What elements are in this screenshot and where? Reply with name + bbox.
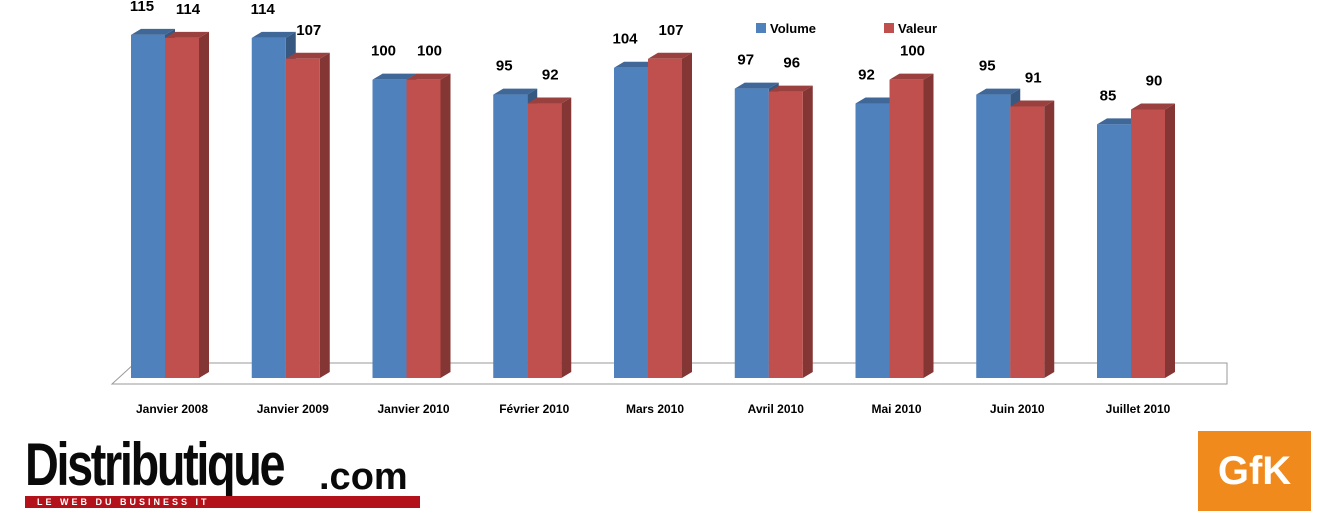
data-label-valeur: 96	[783, 55, 800, 72]
bar-top-valeur	[285, 52, 330, 59]
bar-top-valeur	[527, 97, 572, 104]
legend-label-volume: Volume	[770, 20, 816, 36]
bar-side-valeur	[1044, 100, 1055, 379]
bar-side-valeur	[440, 73, 451, 379]
bar-volume	[493, 94, 528, 378]
bar-top-valeur	[889, 73, 934, 80]
bar-top-volume	[372, 73, 417, 80]
bar-valeur	[889, 79, 924, 379]
data-label-valeur: 100	[900, 43, 925, 60]
bar-top-volume	[976, 88, 1021, 95]
x-tick-label: Janvier 2009	[257, 402, 329, 416]
bar-side-valeur	[561, 97, 572, 379]
bar-top-volume	[855, 97, 900, 104]
bar-side-valeur	[1165, 103, 1175, 378]
bar-valeur	[648, 58, 682, 379]
data-label-valeur: 91	[1025, 70, 1042, 87]
legend-swatch-volume	[756, 23, 766, 33]
bar-top-volume	[1097, 118, 1141, 125]
x-tick-label: Juillet 2010	[1106, 402, 1171, 416]
distributique-logo: Distributique .com LE WEB DU BUSINESS IT	[25, 431, 425, 510]
legend-item-volume: Volume	[756, 19, 816, 37]
legend-label-valeur: Valeur	[898, 20, 938, 36]
data-label-volume: 114	[251, 1, 276, 18]
bar-valeur	[165, 37, 199, 379]
data-label-volume: 95	[979, 58, 996, 75]
bar-top-valeur	[1131, 103, 1175, 110]
bar-valeur	[527, 103, 562, 379]
bar-top-volume	[614, 61, 658, 68]
bar-volume	[251, 37, 286, 379]
bar-top-valeur	[406, 73, 451, 80]
bar-top-volume	[734, 82, 779, 89]
bar-volume	[372, 79, 407, 379]
data-label-valeur: 107	[296, 22, 321, 39]
bar-valeur	[285, 58, 320, 379]
bar-chart: 115 114 Janvier 2008 114 107 Janvier 2009 100 1…	[110, 0, 1228, 416]
gfk-logo: GfK	[1198, 431, 1311, 511]
data-label-valeur: 107	[658, 22, 683, 39]
bar-side-valeur	[682, 52, 692, 379]
data-label-volume: 104	[612, 31, 638, 48]
data-label-valeur: 90	[1146, 73, 1163, 90]
chart-area: 115 114 Janvier 2008 114 107 Janvier 2009 100 1…	[110, 0, 1228, 416]
bar-top-volume	[131, 28, 175, 35]
bar-volume	[131, 34, 165, 379]
data-label-volume: 85	[1100, 87, 1117, 104]
bar-side-valeur	[802, 85, 813, 378]
x-tick-label: Janvier 2008	[136, 402, 208, 416]
distributique-logo-bar	[25, 496, 420, 508]
distributique-logo-word: Distributique	[25, 431, 286, 498]
bar-top-volume	[251, 31, 296, 38]
x-tick-label: Avril 2010	[748, 402, 805, 416]
legend-item-valeur: Valeur	[884, 19, 937, 37]
bar-top-valeur	[1010, 100, 1055, 107]
data-label-volume: 92	[858, 67, 875, 84]
bar-top-valeur	[768, 85, 813, 92]
data-label-volume: 97	[737, 52, 754, 69]
data-label-valeur: 114	[176, 1, 201, 18]
bar-top-valeur	[165, 31, 209, 38]
gfk-logo-text: GfK	[1217, 448, 1292, 493]
data-label-volume: 115	[130, 0, 154, 15]
x-tick-label: Mars 2010	[626, 402, 684, 416]
data-label-valeur: 100	[417, 43, 442, 60]
x-tick-label: Février 2010	[499, 402, 569, 416]
distributique-logo-tagline: LE WEB DU BUSINESS IT	[37, 497, 210, 507]
bar-volume	[734, 88, 769, 378]
x-tick-label: Mai 2010	[871, 402, 921, 416]
x-tick-label: Juin 2010	[990, 402, 1045, 416]
bar-valeur	[768, 91, 803, 378]
bar-volume	[614, 67, 648, 378]
bar-top-volume	[493, 88, 538, 95]
bar-side-valeur	[199, 31, 209, 379]
bar-valeur	[406, 79, 441, 379]
data-label-volume: 95	[496, 58, 513, 75]
legend-swatch-valeur	[884, 23, 894, 33]
bar-volume	[855, 103, 890, 379]
x-tick-label: Janvier 2010	[377, 402, 449, 416]
bar-side-valeur	[319, 52, 330, 379]
data-label-volume: 100	[371, 43, 396, 60]
distributique-logo-suffix: .com	[319, 456, 408, 498]
bar-volume	[1097, 124, 1131, 379]
bar-valeur	[1010, 106, 1045, 379]
bar-side-valeur	[923, 73, 934, 379]
data-label-valeur: 92	[542, 67, 559, 84]
bar-volume	[976, 94, 1011, 378]
bar-top-valeur	[648, 52, 692, 59]
bar-valeur	[1131, 109, 1165, 378]
